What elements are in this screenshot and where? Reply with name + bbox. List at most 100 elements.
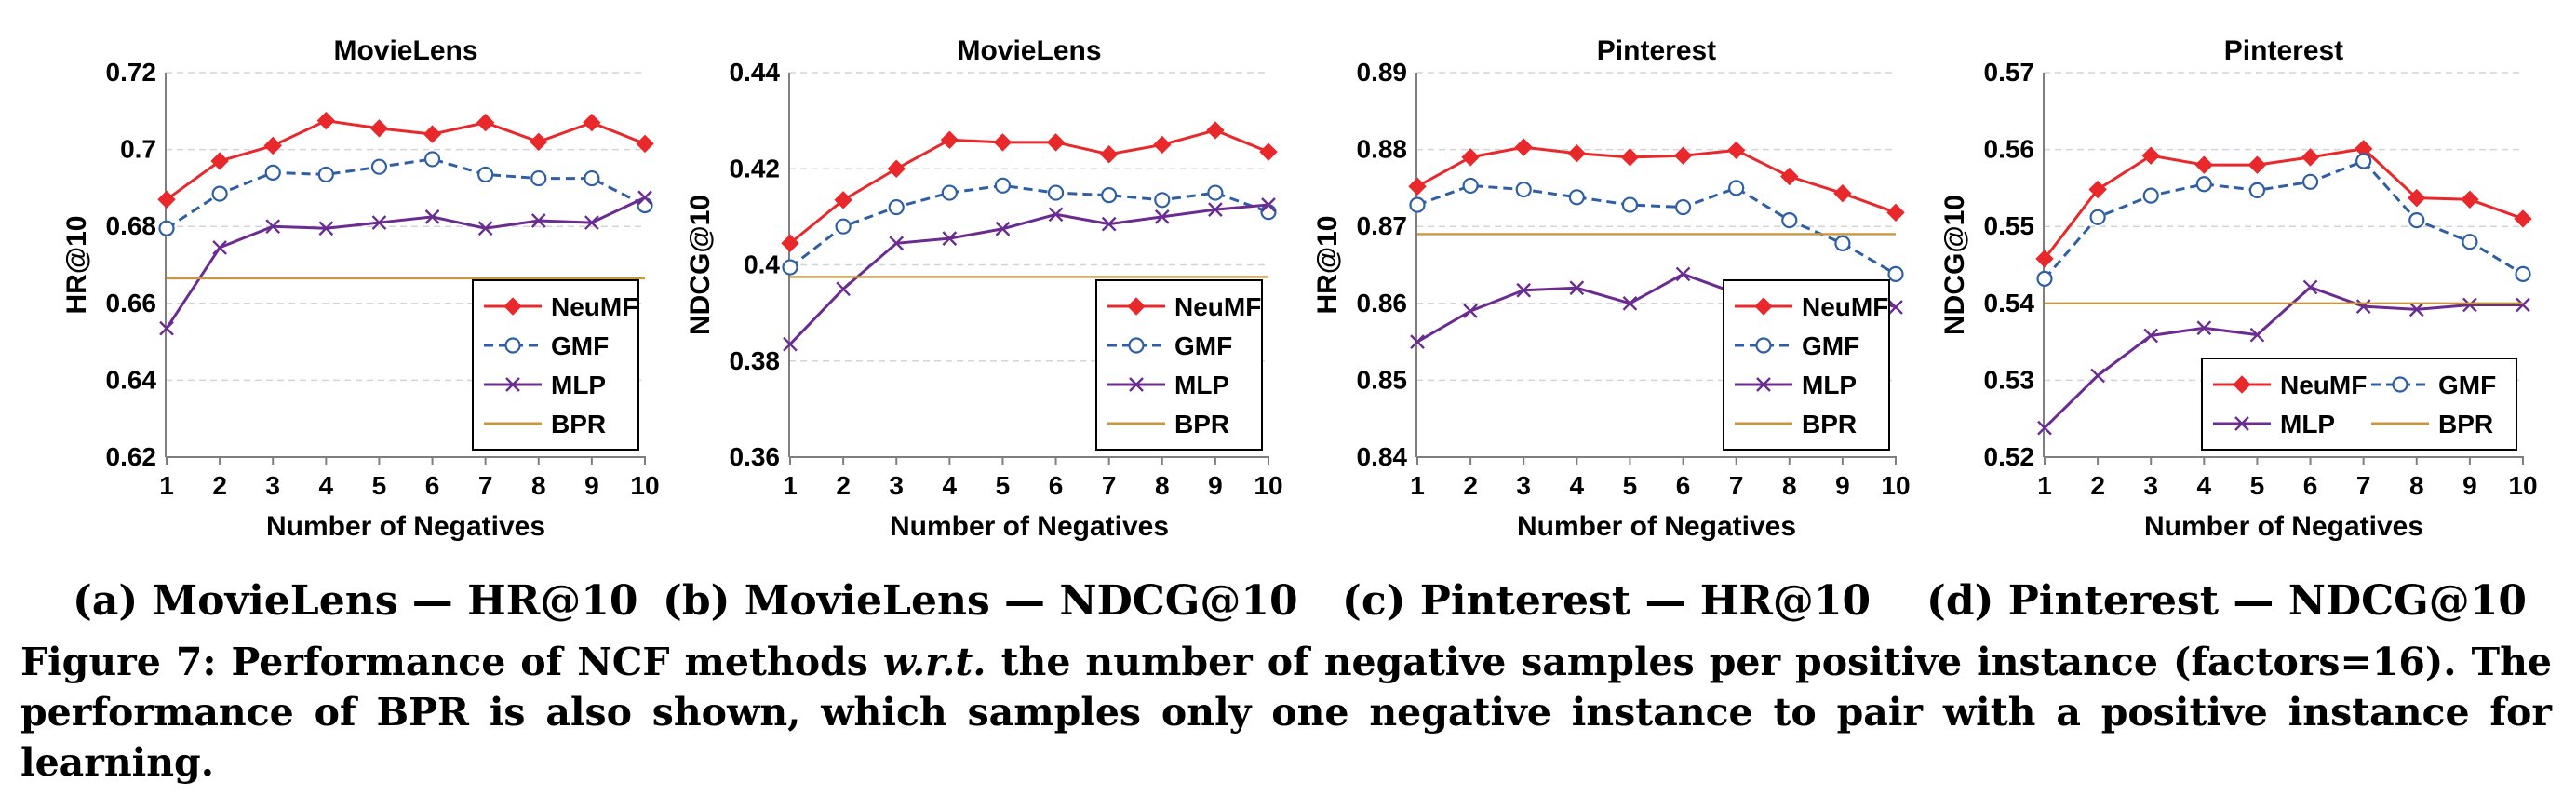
x-tick-label: 1 xyxy=(1410,471,1425,500)
x-tick-label: 7 xyxy=(478,471,493,500)
point-neumf xyxy=(834,191,852,209)
point-neumf xyxy=(1833,183,1852,203)
chart-4: 0.52 0.53 0.54 0.55 0.56 0.57 1 2 3 4 5 6 7 8 9 10 Pinte… xyxy=(1939,35,2538,542)
point-gmf xyxy=(888,198,905,216)
point-neumf xyxy=(1780,167,1799,186)
point-neumf xyxy=(369,119,389,138)
legend-label-bpr: BPR xyxy=(1174,410,1229,439)
y-tick-label: 0.87 xyxy=(1357,211,1408,240)
point-gmf xyxy=(264,164,281,181)
x-axis-label: Number of Negatives xyxy=(2144,511,2423,542)
x-tick-label: 9 xyxy=(1835,471,1850,500)
legend-marker-mlp xyxy=(505,377,520,392)
series-line-gmf xyxy=(789,183,1269,269)
point-mlp xyxy=(318,221,334,236)
point-gmf xyxy=(1621,196,1639,213)
series-line-neumf xyxy=(166,119,646,201)
point-mlp xyxy=(2516,297,2530,313)
point-neumf xyxy=(1567,144,1587,163)
point-mlp xyxy=(2143,328,2159,344)
point-gmf xyxy=(782,259,798,276)
point-gmf xyxy=(530,169,547,187)
point-neumf xyxy=(2301,148,2320,167)
legend-label-gmf: GMF xyxy=(2438,371,2496,399)
series-line-mlp xyxy=(2043,285,2523,429)
x-tick-label: 10 xyxy=(2508,471,2537,500)
point-gmf xyxy=(423,151,441,168)
x-tick-label: 10 xyxy=(1254,471,1282,500)
legend: NeuMF GMF MLP BPR xyxy=(1723,279,1890,451)
point-gmf xyxy=(1047,184,1065,201)
subcaption-c: (c) Pinterest — HR@10 xyxy=(1342,577,1872,625)
x-tick-label: 5 xyxy=(1623,471,1638,500)
x-tick-label: 8 xyxy=(531,471,546,500)
subcaption-d: (d) Pinterest — NDCG@10 xyxy=(1926,577,2527,625)
point-neumf xyxy=(1726,141,1746,160)
chart-title: MovieLens xyxy=(333,35,477,66)
point-neumf xyxy=(2461,190,2479,209)
point-neumf xyxy=(1673,146,1693,165)
point-mlp xyxy=(1569,280,1585,296)
point-neumf xyxy=(887,159,906,178)
legend-marker-mlp xyxy=(1756,377,1771,392)
series-line-mlp xyxy=(788,203,1269,345)
legend-label-neumf: NeuMF xyxy=(1174,292,1261,321)
point-mlp xyxy=(1888,300,1903,315)
series-line-gmf xyxy=(2043,159,2524,280)
y-tick-label: 0.86 xyxy=(1357,289,1408,317)
x-tick-label: 3 xyxy=(889,471,904,500)
point-mlp xyxy=(2408,302,2424,317)
point-neumf xyxy=(2141,146,2160,165)
x-tick-label: 7 xyxy=(1102,471,1117,500)
point-neumf xyxy=(316,111,336,130)
caption-part2: the number of negative samples per posit… xyxy=(20,640,2552,785)
y-axis-label: NDCG@10 xyxy=(1939,195,1970,335)
y-tick-label: 0.53 xyxy=(1984,365,2035,394)
point-mlp xyxy=(371,215,387,230)
point-mlp xyxy=(1516,282,1532,298)
point-gmf xyxy=(2142,187,2159,204)
series-line-mlp xyxy=(165,196,646,330)
y-tick-label: 0.42 xyxy=(730,154,781,182)
y-tick-label: 0.72 xyxy=(106,58,157,87)
point-gmf xyxy=(1101,187,1118,204)
x-tick-label: 9 xyxy=(2462,471,2477,500)
point-neumf xyxy=(2035,250,2054,268)
point-gmf xyxy=(1515,181,1532,198)
legend-box xyxy=(1723,279,1890,451)
point-mlp xyxy=(2196,320,2212,336)
legend-label-mlp: MLP xyxy=(551,371,606,399)
legend-marker-neumf xyxy=(2233,375,2251,394)
y-tick-label: 0.44 xyxy=(730,58,781,87)
legend-label-neumf: NeuMF xyxy=(1802,292,1888,321)
point-mlp xyxy=(1101,216,1117,232)
y-tick-label: 0.54 xyxy=(1984,289,2035,317)
point-neumf xyxy=(210,152,229,170)
point-mlp xyxy=(1154,209,1170,224)
x-tick-label: 4 xyxy=(319,471,334,500)
point-gmf xyxy=(1728,180,1745,196)
x-tick-label: 8 xyxy=(1782,471,1797,500)
point-gmf xyxy=(1834,235,1851,251)
x-tick-label: 5 xyxy=(2250,471,2265,500)
point-gmf xyxy=(158,220,175,236)
point-gmf xyxy=(994,177,1012,194)
chart-2: 0.36 0.38 0.4 0.42 0.44 1 2 3 4 5 6 7 8 9 10 MovieLens N… xyxy=(685,35,1283,542)
legend: NeuMF GMF MLP BPR xyxy=(2201,358,2517,451)
legend-label-bpr: BPR xyxy=(551,410,606,439)
point-gmf xyxy=(317,166,334,183)
x-tick-label: 2 xyxy=(836,471,851,500)
chart-title: MovieLens xyxy=(957,35,1101,66)
point-mlp xyxy=(212,240,227,255)
point-neumf xyxy=(636,134,654,154)
legend-box xyxy=(1095,279,1263,451)
caption-part1: Figure 7: Performance of NCF methods xyxy=(20,640,883,684)
point-mlp xyxy=(1675,266,1691,282)
x-tick-label: 8 xyxy=(2409,471,2424,500)
point-neumf xyxy=(1461,148,1480,167)
point-neumf xyxy=(1206,121,1225,140)
point-neumf xyxy=(2088,180,2107,199)
point-neumf xyxy=(2194,155,2214,174)
point-neumf xyxy=(1408,177,1427,196)
y-tick-label: 0.62 xyxy=(106,442,157,471)
